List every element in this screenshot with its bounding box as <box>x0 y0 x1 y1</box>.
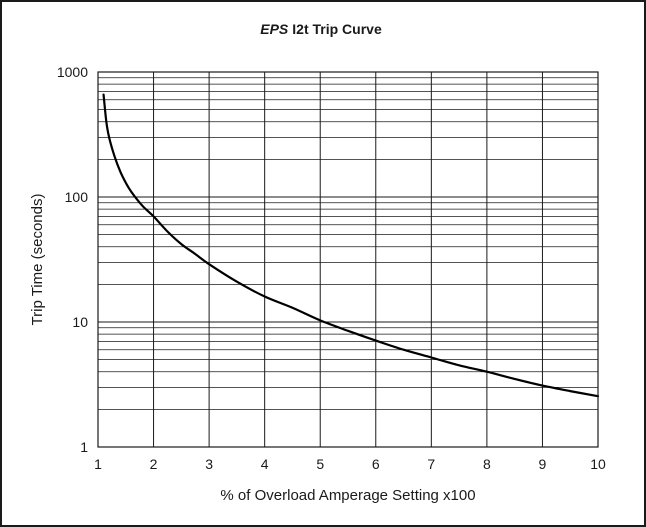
x-tick-label: 2 <box>150 456 158 472</box>
x-tick-label: 5 <box>316 456 324 472</box>
x-axis-label: % of Overload Amperage Setting x100 <box>220 487 475 504</box>
grid <box>97 72 599 448</box>
x-tick-label: 10 <box>590 456 606 472</box>
plot-area-frame <box>97 71 599 448</box>
x-tick-label: 7 <box>427 456 435 472</box>
x-tick-label: 1 <box>94 456 102 472</box>
y-tick-label: 1 <box>80 439 88 455</box>
x-tick-label: 9 <box>539 456 547 472</box>
chart-title-rest: I2t Trip Curve <box>292 21 382 37</box>
chart-title: EPS I2t Trip Curve <box>260 21 382 37</box>
y-axis-label: Trip Time (seconds) <box>29 194 46 326</box>
x-tick-labels: 1 2 3 4 5 6 7 8 9 10 <box>94 456 606 472</box>
y-tick-label: 1000 <box>57 64 88 80</box>
y-tick-label: 100 <box>65 189 89 205</box>
y-tick-label: 10 <box>72 314 88 330</box>
x-tick-label: 6 <box>372 456 380 472</box>
chart-title-brand: EPS <box>260 21 289 37</box>
x-tick-label: 4 <box>261 456 269 472</box>
x-tick-label: 8 <box>483 456 491 472</box>
curve-layer <box>102 93 600 398</box>
x-tick-label: 3 <box>205 456 213 472</box>
y-tick-labels: 1 10 100 1000 <box>57 64 88 455</box>
trip-curve-line <box>102 93 600 398</box>
